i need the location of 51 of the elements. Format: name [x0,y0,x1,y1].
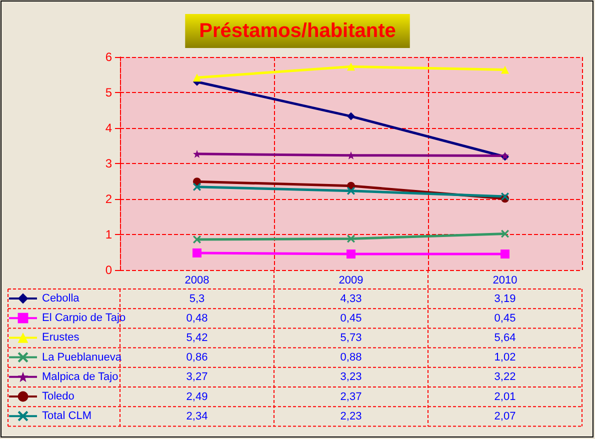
point [347,186,355,195]
point [501,66,509,74]
data-label: 0,86 [186,352,208,364]
legend-label: Malpica de Tajo [42,370,118,383]
point [347,112,355,120]
point [193,182,201,191]
data-label: 3,19 [494,292,516,305]
data-label: 2,23 [340,410,362,422]
data-label: 0,45 [494,312,516,324]
x-tick-label: 2008 [184,274,210,286]
data-label: 2,01 [494,390,516,403]
point [193,235,201,244]
data-label: 2,37 [340,390,362,403]
point [500,250,510,259]
legend-label: Total CLM [42,410,92,422]
y-tick-label: 4 [105,121,112,135]
data-label: 3,23 [340,371,362,384]
data-label: 2,07 [494,410,516,422]
legend-label: La Pueblanueva [42,351,122,364]
chart-title: Préstamos/habitante [199,20,396,42]
legend-label: Erustes [42,332,80,344]
point [347,151,355,160]
y-tick-label: 3 [105,156,112,170]
point [346,250,356,259]
y-tick-label: 1 [105,228,112,242]
x-tick-label: 2009 [338,274,364,286]
data-label: 1,02 [494,352,516,364]
data-label: 4,33 [340,292,362,305]
legend-label: Cebolla [42,292,80,304]
point [192,248,202,258]
y-tick-label: 2 [105,192,112,206]
data-label: 5,73 [340,332,362,344]
legend-label: Toledo [42,390,74,402]
data-label: 5,3 [189,292,205,305]
data-label: 0,88 [340,352,362,364]
x-tick-label: 2010 [492,274,518,286]
data-label: 0,48 [186,312,208,324]
data-label: 0,45 [340,312,362,324]
point [193,74,201,82]
y-tick-label: 5 [105,86,112,100]
y-tick-label: 6 [105,50,112,64]
point [347,62,355,71]
legend-label: El Carpio de Tajo [42,312,126,324]
data-label: 2,49 [186,390,208,403]
data-label: 3,22 [494,371,516,384]
data-label: 5,64 [494,332,516,344]
point [193,150,201,158]
data-label: 5,42 [186,332,208,344]
y-tick-label: 0 [105,263,112,277]
data-label: 2,34 [186,410,208,422]
data-label: 3,27 [186,371,208,384]
